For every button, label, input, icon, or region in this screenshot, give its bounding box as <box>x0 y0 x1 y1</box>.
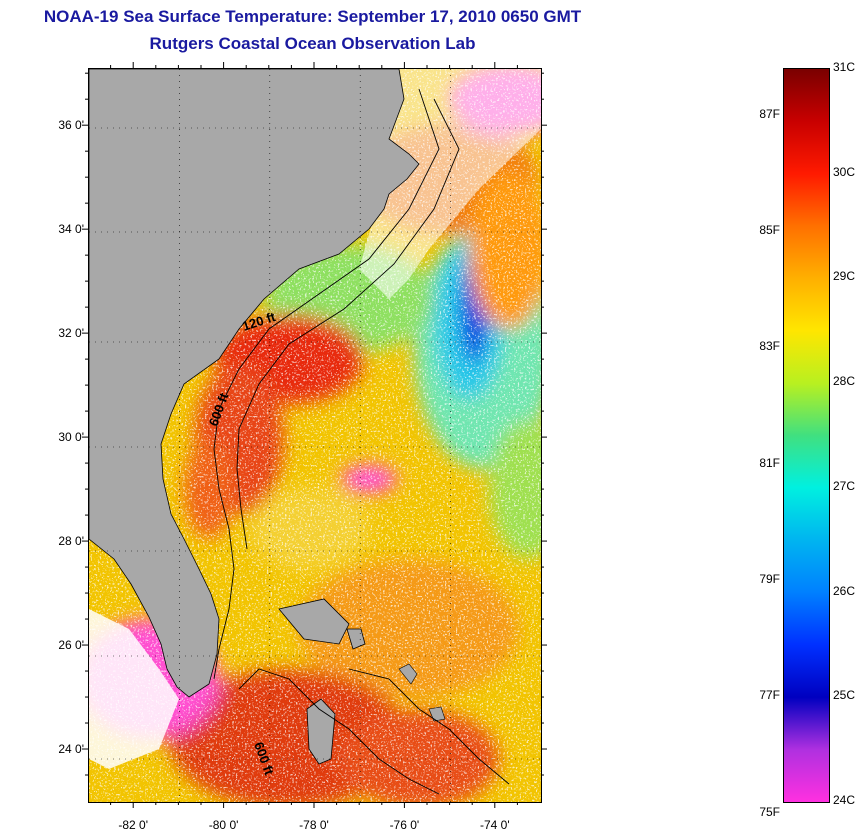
colorbar-f-label: 87F <box>759 106 780 121</box>
lat-label: 34 0' <box>58 222 84 237</box>
colorbar-c-label: 31C <box>833 60 856 74</box>
colorbar-f-label: 75F <box>759 804 780 819</box>
lat-label: 30 0' <box>58 430 84 445</box>
lon-label: -80 0' <box>208 818 239 832</box>
colorbar-f-label: 81F <box>759 455 780 470</box>
colorbar-f-label: 79F <box>759 571 780 586</box>
lat-label: 36 0' <box>58 118 84 133</box>
lon-label: -76 0' <box>389 818 420 832</box>
lat-label: 24 0' <box>58 742 84 756</box>
lat-label: 28 0' <box>58 534 84 549</box>
colorbar-c-label: 29C <box>833 269 856 284</box>
map-title: NOAA-19 Sea Surface Temperature: Septemb… <box>43 7 582 26</box>
colorbar-f-label: 83F <box>759 339 780 354</box>
colorbar-f-label: 85F <box>759 222 780 237</box>
lon-label: -82 0' <box>118 818 149 832</box>
temperature-colorbar <box>783 68 830 803</box>
colorbar-f-label: 77F <box>759 688 780 703</box>
colorbar-c-label: 26C <box>833 583 856 598</box>
graticule <box>89 69 541 802</box>
lon-label: -74 0' <box>479 818 510 832</box>
sst-map: 120 ft 600 ft 600 ft <box>88 68 542 803</box>
depth-contours <box>213 88 510 795</box>
colorbar-c-label: 28C <box>833 374 856 389</box>
colorbar-c-label: 30C <box>833 164 856 179</box>
colorbar-c-label: 25C <box>833 688 856 703</box>
lat-label: 26 0' <box>58 638 84 653</box>
lat-label: 32 0' <box>58 326 84 341</box>
lon-label: -78 0' <box>299 818 329 832</box>
sst-map-canvas: 120 ft 600 ft 600 ft <box>89 69 541 802</box>
colorbar-c-label: 27C <box>833 478 856 493</box>
map-subtitle: Rutgers Coastal Ocean Observation Lab <box>149 34 476 53</box>
colorbar-c-label: 24C <box>833 793 856 807</box>
